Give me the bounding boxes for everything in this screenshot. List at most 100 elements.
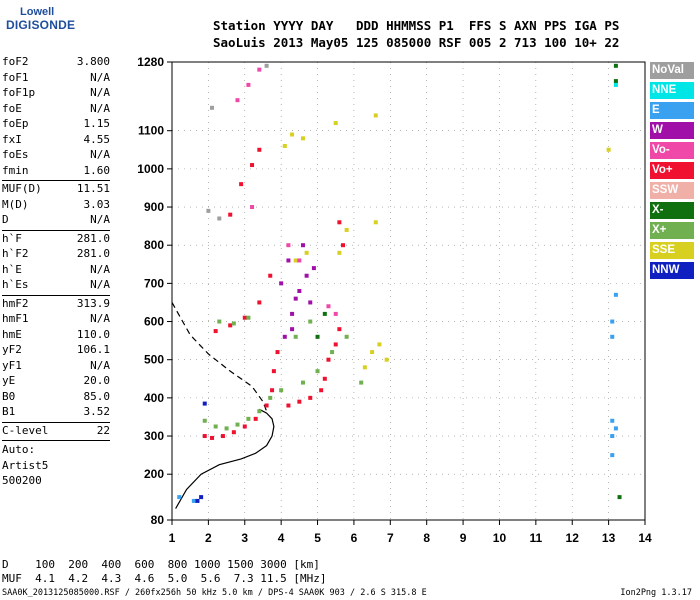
footer-file-info: SAA0K_2013125085000.RSF / 260fx256h 50 k… (2, 588, 427, 598)
param-name: h`F (2, 231, 22, 245)
data-point (242, 424, 247, 429)
data-point (246, 416, 251, 421)
legend: NoVal NNE E W Vo- Vo+ SSW X- X+ SSE NNW (650, 62, 694, 282)
x-tick-label: 2 (205, 531, 212, 545)
plot-frame (171, 61, 646, 521)
param-row: h`F2 281.0 (2, 247, 110, 263)
data-point (279, 388, 284, 393)
data-point (206, 208, 211, 213)
data-point (610, 418, 615, 423)
param-name: D (2, 213, 9, 226)
data-point (617, 495, 622, 500)
data-point (282, 334, 287, 339)
legend-item: W (650, 122, 694, 139)
param-name: foF1 (2, 70, 29, 84)
x-tick-label: 13 (602, 531, 616, 545)
param-value: 1.15 (83, 117, 111, 130)
data-point (177, 495, 182, 500)
y-tick-label: 80 (151, 513, 165, 527)
data-point (377, 342, 382, 347)
param-value: N/A (90, 101, 110, 115)
auto-scaling-l3: 500200 (2, 474, 42, 487)
param-value: 3.52 (83, 405, 111, 418)
param-name: h`E (2, 262, 22, 276)
param-name: yF1 (2, 358, 22, 372)
x-tick-label: 5 (314, 531, 321, 545)
param-value: N/A (90, 278, 110, 291)
param-name: fxI (2, 132, 22, 146)
data-point (326, 357, 331, 362)
data-point (319, 388, 324, 393)
param-name: B0 (2, 389, 16, 403)
x-tick-label: 6 (351, 531, 358, 545)
legend-item: E (650, 102, 694, 119)
x-tick-label: 9 (460, 531, 467, 545)
data-point (210, 105, 215, 110)
data-point (315, 334, 320, 339)
param-row: foF1p N/A (2, 86, 110, 102)
param-value: N/A (90, 312, 110, 325)
data-point (286, 403, 291, 408)
param-value: N/A (90, 262, 110, 276)
data-point (231, 321, 236, 326)
legend-item: Vo- (650, 142, 694, 159)
param-row: fmin 1.60 (2, 164, 110, 180)
data-point (191, 498, 196, 503)
data-point (322, 376, 327, 381)
muf-distance-line1: D 100 200 400 600 800 1000 1500 3000 [km… (2, 558, 320, 571)
data-point (613, 426, 618, 431)
data-point (304, 273, 309, 278)
x-tick-label: 3 (241, 531, 248, 545)
data-point (362, 365, 367, 370)
param-row: h`F 281.0 (2, 232, 110, 248)
param-separator (2, 421, 110, 423)
data-point (315, 369, 320, 374)
param-name: yF2 (2, 343, 22, 356)
data-point (220, 434, 225, 439)
data-point (341, 243, 346, 248)
parameters-panel: foF2 3.800 foF1 N/A foF1p N/A foE N/A foEp 1.15 fx… (2, 55, 110, 489)
data-point (257, 409, 262, 414)
param-value: N/A (90, 70, 110, 84)
data-point (195, 498, 200, 503)
y-tick-label: 1000 (137, 162, 164, 176)
legend-item: NNE (650, 82, 694, 99)
param-name: foEs (2, 148, 29, 161)
data-point (275, 350, 280, 355)
param-value: 281.0 (76, 247, 110, 260)
param-name: M(D) (2, 197, 29, 211)
y-tick-label: 600 (144, 315, 164, 329)
y-tick-label: 700 (144, 276, 164, 290)
param-name: MUF(D) (2, 182, 42, 195)
data-point (333, 311, 338, 316)
data-point (373, 220, 378, 225)
data-point (213, 424, 218, 429)
data-point (290, 311, 295, 316)
y-tick-label: 1280 (137, 55, 164, 69)
param-name: foF1p (2, 86, 36, 99)
param-row: foEs N/A (2, 148, 110, 164)
data-point (337, 327, 342, 332)
param-separator (2, 229, 110, 231)
param-row: yF1 N/A (2, 359, 110, 375)
param-name: hmF2 (2, 296, 29, 310)
data-point (330, 350, 335, 355)
data-point (308, 319, 313, 324)
param-name: foE (2, 101, 22, 115)
data-point (373, 113, 378, 118)
data-point (202, 418, 207, 423)
data-point (231, 430, 236, 435)
x-tick-label: 1 (169, 531, 176, 545)
data-point (308, 300, 313, 305)
data-point (297, 289, 302, 293)
data-point (293, 334, 298, 339)
param-name: hmE (2, 327, 22, 341)
param-value: N/A (90, 213, 110, 226)
legend-item: Vo+ (650, 162, 694, 179)
data-point (297, 399, 302, 404)
data-point (370, 350, 375, 355)
data-point (322, 311, 327, 316)
param-name: hmF1 (2, 312, 29, 325)
data-point (613, 63, 618, 68)
logo-line1: Lowell (20, 6, 55, 18)
